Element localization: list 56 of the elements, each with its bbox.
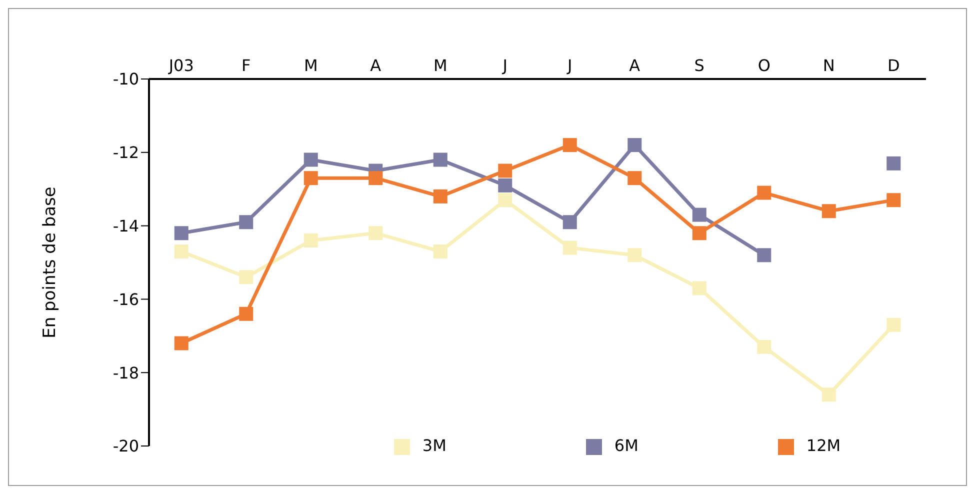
point	[692, 281, 706, 296]
legend-label: 12M	[806, 436, 841, 455]
y-tick-label: -10	[112, 70, 139, 89]
x-tick-label: A	[629, 56, 640, 75]
y-axis-title: En points de base	[40, 186, 60, 338]
x-tick-label: M	[304, 56, 318, 75]
point	[498, 178, 512, 192]
y-tick-label: -12	[112, 143, 139, 162]
y-tick-label: -20	[112, 436, 139, 456]
point	[498, 164, 512, 178]
y-tick-label: -14	[112, 216, 139, 236]
point	[174, 244, 188, 258]
point	[368, 226, 383, 240]
point	[304, 152, 318, 167]
legend-label: 6M	[614, 436, 638, 455]
x-tick-label: F	[242, 56, 251, 75]
point	[628, 138, 642, 152]
point	[757, 186, 772, 200]
point	[562, 138, 577, 152]
x-tick-label: N	[822, 56, 835, 75]
x-tick-label: O	[758, 56, 770, 75]
legend-label: 3M	[422, 436, 446, 455]
point	[628, 248, 642, 262]
point	[174, 226, 188, 240]
x-tick-label: M	[433, 56, 448, 75]
x-tick-label: D	[887, 56, 900, 75]
point	[822, 204, 836, 218]
point	[433, 244, 448, 258]
x-tick-label: S	[694, 56, 704, 75]
point	[562, 215, 577, 230]
point	[304, 171, 318, 186]
y-tick-label: -18	[112, 363, 139, 382]
point	[692, 208, 706, 222]
point	[368, 171, 383, 186]
point	[757, 248, 772, 262]
point	[433, 189, 448, 204]
point	[562, 240, 577, 255]
point	[174, 336, 188, 350]
point	[886, 156, 901, 170]
x-tick-label: J03	[168, 56, 194, 75]
point	[239, 270, 254, 284]
point	[239, 306, 254, 321]
point	[304, 233, 318, 248]
point	[886, 193, 901, 208]
x-tick-label: J	[566, 56, 572, 75]
point	[692, 226, 706, 240]
y-tick-label: -16	[112, 290, 139, 309]
point	[628, 171, 642, 186]
point	[433, 152, 448, 167]
x-tick-label: A	[370, 56, 382, 75]
point	[757, 340, 772, 354]
point	[498, 193, 512, 208]
point	[822, 388, 836, 402]
point	[886, 318, 901, 332]
point	[239, 215, 254, 230]
x-tick-label: J	[502, 56, 508, 75]
